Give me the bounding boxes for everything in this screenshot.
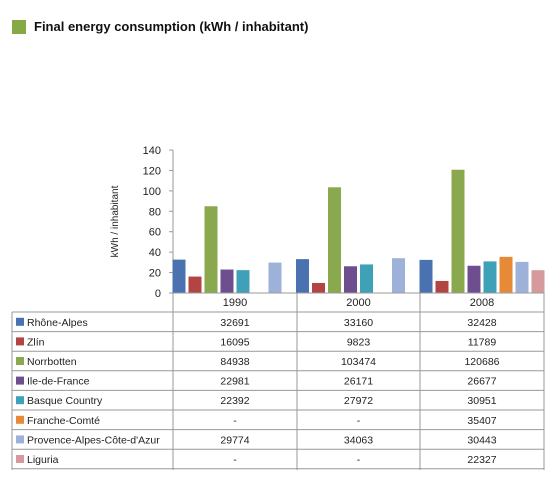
table-cell-value: 22327: [467, 454, 496, 466]
bar: [392, 258, 405, 293]
bar: [499, 256, 513, 293]
legend-label: Ile-de-France: [27, 376, 90, 388]
bar: [515, 261, 529, 293]
y-tick-label: 40: [149, 247, 161, 259]
table-cell-value: 84938: [220, 356, 249, 368]
table-cell-value: 32428: [467, 317, 496, 329]
y-tick-label: 140: [143, 145, 161, 157]
bar: [296, 259, 309, 293]
legend-swatch: [16, 415, 24, 424]
bar: [360, 264, 373, 293]
table-cell-value: 30951: [467, 395, 496, 407]
legend-swatch: [16, 396, 24, 405]
y-tick-label: 0: [155, 288, 161, 300]
table-cell-value: 26677: [467, 376, 496, 388]
bar: [419, 259, 433, 293]
table-cell-value: 32691: [220, 317, 249, 329]
legend-label: Zlín: [27, 336, 45, 348]
bar: [204, 206, 218, 293]
table-cell-value: 11789: [468, 336, 497, 348]
table-cell-value: 33160: [344, 317, 373, 329]
table-cell-value: -: [233, 415, 237, 427]
bar: [451, 169, 465, 293]
table-cell-value: 103474: [341, 356, 376, 368]
table-cell-value: 120686: [464, 356, 499, 368]
legend-swatch: [16, 357, 24, 365]
legend-label: Norrbotten: [27, 356, 77, 368]
legend-swatch: [16, 317, 24, 326]
bar: [312, 282, 325, 293]
legend-label: Rhône-Alpes: [27, 317, 88, 329]
bar: [483, 261, 497, 293]
table-cell-value: -: [233, 454, 237, 466]
table-cell-value: 22392: [220, 395, 249, 407]
legend-swatch: [16, 376, 24, 385]
y-tick-label: 20: [149, 268, 161, 280]
legend-swatch: [16, 455, 24, 463]
table-cell-value: -: [357, 415, 361, 427]
x-category-label: 1990: [223, 297, 247, 309]
bar: [220, 269, 234, 293]
table-cell-value: 34063: [344, 434, 373, 446]
bar: [435, 280, 449, 293]
legend-swatch: [16, 435, 24, 444]
y-tick-label: 60: [149, 227, 161, 239]
table-cell-value: 9823: [347, 336, 371, 348]
x-category-label: 2008: [470, 297, 494, 309]
table-cell-value: 22981: [220, 376, 249, 388]
y-tick-label: 100: [143, 186, 161, 198]
y-axis-label: kWh / inhabitant: [110, 185, 121, 257]
legend-label: Franche-Comté: [27, 415, 100, 427]
table-cell-value: 16095: [220, 336, 249, 348]
bar: [344, 266, 357, 293]
x-category-label: 2000: [346, 297, 370, 309]
bar: [467, 265, 481, 293]
table-cell-value: -: [357, 454, 361, 466]
table-cell-value: 27972: [344, 395, 373, 407]
table-cell-value: 35407: [467, 415, 496, 427]
title-color-swatch: [12, 20, 26, 34]
legend-swatch: [16, 337, 24, 346]
bar: [268, 262, 282, 293]
bar: [531, 270, 545, 293]
y-tick-label: 120: [143, 165, 161, 177]
table-cell-value: 29774: [220, 434, 249, 446]
y-tick-label: 80: [149, 206, 161, 218]
table-cell-value: 30443: [467, 434, 496, 446]
bar: [236, 270, 250, 293]
table-cell-value: 26171: [344, 376, 373, 388]
legend-label: Provence-Alpes-Côte-d'Azur: [27, 434, 160, 446]
chart-title: Final energy consumption (kWh / inhabita…: [34, 19, 309, 34]
legend-label: Basque Country: [27, 395, 103, 407]
bar: [328, 187, 341, 293]
bar: [188, 276, 202, 293]
legend-label: Liguria: [27, 454, 59, 466]
bar: [172, 259, 186, 293]
